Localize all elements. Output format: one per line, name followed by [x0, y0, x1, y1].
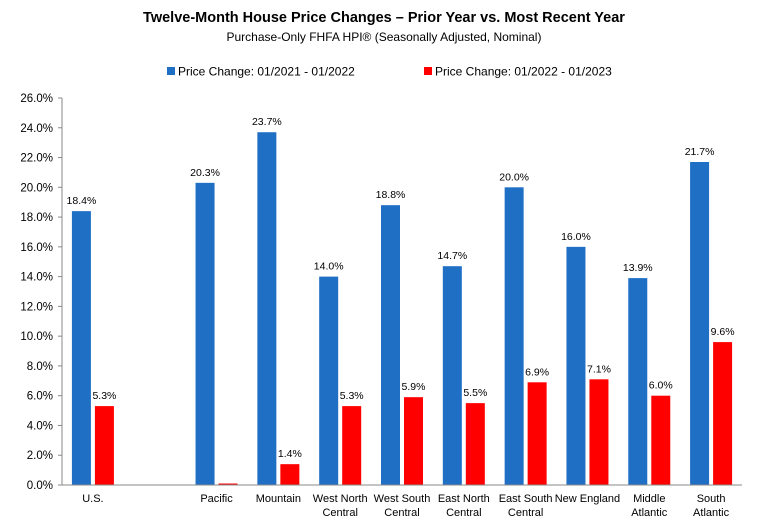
legend-label: Price Change: 01/2021 - 01/2022 [178, 65, 355, 79]
legend-label: Price Change: 01/2022 - 01/2023 [435, 65, 612, 79]
x-category-label: South [697, 493, 726, 505]
data-label: 20.3% [190, 167, 220, 179]
legend-swatch [167, 67, 175, 75]
y-tick-label: 10.0% [20, 331, 53, 343]
y-tick-label: 18.0% [20, 212, 53, 224]
legend-swatch [424, 67, 432, 75]
data-label: 18.8% [376, 189, 406, 201]
bar-2022-2023 [280, 464, 300, 485]
bar-2022-2023 [527, 382, 547, 485]
bar-2021-2022 [690, 162, 710, 485]
bar-2022-2023 [651, 395, 671, 485]
data-label: 14.7% [437, 250, 467, 262]
data-label: 13.9% [623, 262, 653, 274]
data-label: 20.0% [499, 171, 529, 183]
x-category-label: New England [555, 493, 620, 505]
data-label: 16.0% [561, 231, 591, 243]
bar-2021-2022 [628, 278, 648, 485]
bar-2022-2023 [589, 379, 609, 485]
data-label: 18.4% [67, 195, 97, 207]
x-category-label: Central [508, 507, 543, 519]
data-label: 6.9% [525, 366, 549, 378]
y-tick-label: 22.0% [20, 153, 53, 165]
x-category-label: East South [499, 493, 553, 505]
bar-2022-2023 [404, 397, 423, 485]
y-tick-label: 26.0% [20, 93, 53, 105]
x-category-label: Central [322, 507, 357, 519]
bar-2021-2022 [71, 211, 91, 485]
bar-2022-2023 [713, 342, 733, 485]
bar-2022-2023 [465, 403, 485, 485]
y-tick-label: 12.0% [20, 301, 53, 313]
bar-2021-2022 [504, 187, 524, 486]
y-tick-label: 16.0% [20, 242, 53, 254]
chart-subtitle: Purchase-Only FHFA HPI® (Seasonally Adju… [226, 30, 542, 44]
bar-2021-2022 [442, 266, 462, 485]
x-category-label: Atlantic [631, 507, 668, 519]
data-label: 5.9% [402, 381, 426, 393]
x-category-label: U.S. [82, 493, 103, 505]
data-label: 14.0% [314, 261, 344, 273]
bar-2022-2023 [218, 483, 238, 485]
chart-title: Twelve-Month House Price Changes – Prior… [143, 10, 625, 26]
data-label: 5.5% [463, 387, 487, 399]
y-tick-label: 8.0% [27, 361, 53, 373]
x-category-label: Mountain [256, 493, 301, 505]
data-label: 5.3% [340, 390, 364, 402]
y-tick-label: 14.0% [20, 272, 53, 284]
bar-2021-2022 [319, 276, 339, 485]
data-label: 5.3% [92, 390, 116, 402]
data-label: 1.4% [278, 448, 302, 460]
x-category-label: West North [313, 493, 368, 505]
y-tick-label: 6.0% [27, 391, 53, 403]
bar-2022-2023 [342, 406, 362, 485]
x-category-label: Central [446, 507, 481, 519]
y-tick-label: 0.0% [27, 480, 53, 492]
x-category-label: Middle [633, 493, 665, 505]
data-label: 6.0% [649, 380, 673, 392]
data-label: 7.1% [587, 363, 611, 375]
x-category-label: Central [384, 507, 419, 519]
bar-2021-2022 [195, 182, 215, 486]
bar-2021-2022 [381, 205, 400, 485]
y-tick-label: 2.0% [27, 450, 53, 462]
x-category-label: East North [438, 493, 490, 505]
y-tick-label: 24.0% [20, 123, 53, 135]
data-label: 21.7% [685, 146, 715, 158]
x-category-label: West South [374, 493, 431, 505]
x-category-label: Pacific [200, 493, 233, 505]
bar-2022-2023 [94, 406, 114, 485]
x-category-label: Atlantic [693, 507, 730, 519]
bar-2021-2022 [257, 132, 277, 485]
y-tick-label: 4.0% [27, 420, 53, 432]
data-label: 9.6% [711, 326, 735, 338]
bar-2021-2022 [566, 246, 586, 485]
y-tick-label: 20.0% [20, 182, 53, 194]
data-label: 23.7% [252, 116, 282, 128]
